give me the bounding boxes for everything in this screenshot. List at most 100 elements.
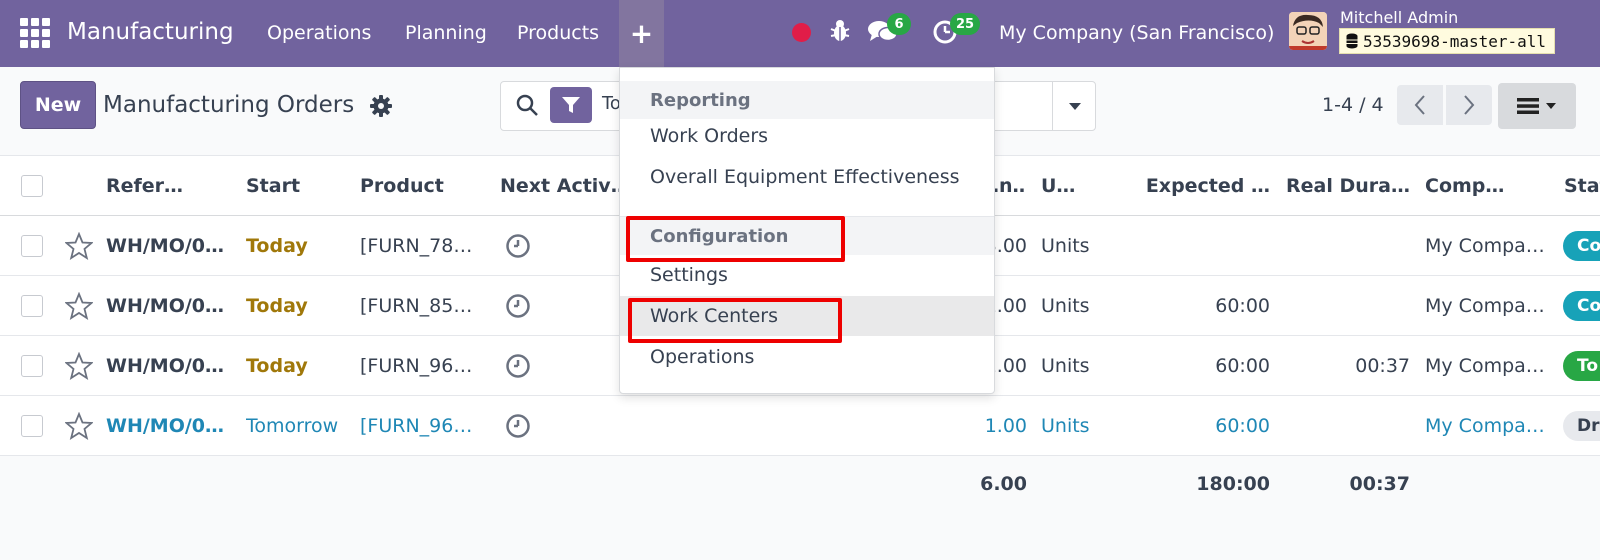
star-icon[interactable] bbox=[65, 351, 93, 380]
activity-clock-icon[interactable] bbox=[505, 413, 531, 439]
table-totals-row: 6.00 180:00 00:37 bbox=[0, 456, 1600, 512]
cell-reference: WH/MO/0… bbox=[106, 234, 225, 257]
total-quantity: 6.00 bbox=[980, 473, 1027, 495]
cell-real-duration bbox=[1275, 396, 1410, 455]
row-checkbox[interactable] bbox=[21, 234, 43, 257]
cell-company: My Compa… bbox=[1425, 294, 1545, 317]
status-badge: Co bbox=[1563, 230, 1600, 261]
header-company[interactable]: Comp… bbox=[1425, 174, 1505, 197]
cell-company: My Compa… bbox=[1425, 414, 1545, 437]
database-name: 53539698-master-all bbox=[1363, 31, 1547, 51]
star-icon[interactable] bbox=[65, 291, 93, 320]
company-switcher[interactable]: My Company (San Francisco) bbox=[999, 22, 1275, 44]
top-navbar: Manufacturing Operations Planning Produc… bbox=[0, 0, 1600, 67]
cell-start: Today bbox=[246, 354, 308, 377]
star-icon[interactable] bbox=[65, 231, 93, 260]
search-options-toggle[interactable] bbox=[1052, 81, 1096, 131]
database-badge: 53539698-master-all bbox=[1339, 28, 1556, 54]
cell-start: Tomorrow bbox=[246, 414, 339, 437]
highlight-configuration bbox=[626, 216, 845, 262]
chevron-right-icon bbox=[1464, 95, 1475, 115]
header-uom[interactable]: U… bbox=[1041, 174, 1076, 197]
cell-product: [FURN_96… bbox=[360, 414, 473, 437]
table-row[interactable]: WH/MO/0… Tomorrow [FURN_96… 1.00 Units 6… bbox=[0, 396, 1600, 456]
cell-expected-duration: 60:00 bbox=[1215, 354, 1270, 377]
facet-label: To bbox=[602, 93, 621, 114]
cell-uom: Units bbox=[1041, 354, 1090, 377]
select-all-checkbox[interactable] bbox=[21, 174, 43, 197]
menu-item-oee[interactable]: Overall Equipment Effectiveness bbox=[650, 166, 960, 188]
cell-company: My Compa… bbox=[1425, 354, 1545, 377]
cell-reference: WH/MO/0… bbox=[106, 414, 225, 437]
view-switcher-button[interactable] bbox=[1498, 83, 1576, 129]
cell-product: [FURN_78… bbox=[360, 234, 473, 257]
menu-item-work-orders[interactable]: Work Orders bbox=[650, 125, 769, 147]
menu-products[interactable]: Products bbox=[517, 22, 600, 44]
status-badge: To bbox=[1563, 350, 1600, 381]
filter-facet[interactable] bbox=[550, 87, 592, 123]
header-product[interactable]: Product bbox=[360, 174, 444, 197]
cell-quantity: 1.00 bbox=[984, 294, 1027, 317]
new-button[interactable]: New bbox=[20, 81, 96, 129]
cell-real-duration bbox=[1275, 276, 1410, 335]
app-title[interactable]: Manufacturing bbox=[67, 19, 234, 45]
star-icon[interactable] bbox=[65, 411, 93, 440]
pager-next-button[interactable] bbox=[1446, 85, 1492, 125]
user-avatar[interactable] bbox=[1289, 12, 1327, 50]
cell-quantity: 3.00 bbox=[984, 234, 1027, 257]
cell-product: [FURN_96… bbox=[360, 354, 473, 377]
highlight-work-centers bbox=[628, 298, 842, 343]
cell-start: Today bbox=[246, 234, 308, 257]
total-real-duration: 00:37 bbox=[1349, 473, 1410, 495]
avatar-face-icon bbox=[1289, 12, 1327, 50]
gear-icon[interactable] bbox=[370, 95, 392, 117]
caret-down-icon bbox=[1068, 102, 1081, 110]
header-status[interactable]: Statu bbox=[1564, 174, 1600, 197]
bug-icon[interactable] bbox=[828, 18, 852, 44]
row-checkbox[interactable] bbox=[21, 354, 43, 377]
pager-previous-button[interactable] bbox=[1397, 85, 1443, 125]
cell-uom: Units bbox=[1041, 414, 1090, 437]
activity-clock-icon[interactable] bbox=[505, 353, 531, 379]
cell-expected-duration bbox=[1135, 216, 1270, 275]
cell-start: Today bbox=[246, 294, 308, 317]
activity-clock-icon[interactable] bbox=[505, 233, 531, 259]
menu-item-settings[interactable]: Settings bbox=[650, 264, 728, 286]
total-expected-duration: 180:00 bbox=[1196, 473, 1270, 495]
cell-uom: Units bbox=[1041, 294, 1090, 317]
activity-clock-icon[interactable] bbox=[505, 293, 531, 319]
header-next-activity[interactable]: Next Activ… bbox=[500, 174, 620, 197]
cell-expected-duration: 60:00 bbox=[1215, 294, 1270, 317]
header-start[interactable]: Start bbox=[246, 174, 301, 197]
header-expected-duration[interactable]: Expected … bbox=[1145, 174, 1270, 197]
filter-icon bbox=[562, 97, 580, 113]
header-real-duration[interactable]: Real Dura… bbox=[1286, 174, 1410, 197]
menu-planning[interactable]: Planning bbox=[405, 22, 487, 44]
section-header-reporting: Reporting bbox=[620, 81, 994, 119]
cell-real-duration bbox=[1275, 216, 1410, 275]
chevron-left-icon bbox=[1414, 95, 1425, 115]
page-title: Manufacturing Orders bbox=[103, 92, 355, 118]
menu-more-button[interactable]: + bbox=[619, 0, 664, 67]
caret-down-icon bbox=[1546, 103, 1556, 109]
cell-real-duration: 00:37 bbox=[1355, 354, 1410, 377]
pager-value[interactable]: 1-4 / 4 bbox=[1322, 94, 1384, 116]
cell-product: [FURN_85… bbox=[360, 294, 473, 317]
cell-reference: WH/MO/0… bbox=[106, 354, 225, 377]
header-reference[interactable]: Refer… bbox=[106, 174, 184, 197]
cell-expected-duration: 60:00 bbox=[1215, 414, 1270, 437]
record-icon[interactable] bbox=[792, 23, 811, 42]
menu-operations[interactable]: Operations bbox=[267, 22, 372, 44]
user-name[interactable]: Mitchell Admin bbox=[1340, 8, 1459, 27]
section-header-configuration: Configuration bbox=[620, 217, 994, 255]
menu-item-work-centers[interactable]: Work Centers bbox=[620, 296, 994, 336]
row-checkbox[interactable] bbox=[21, 414, 43, 437]
activity-count-badge: 25 bbox=[950, 13, 981, 35]
cell-uom: Units bbox=[1041, 234, 1090, 257]
apps-menu-icon[interactable] bbox=[20, 18, 50, 48]
row-checkbox[interactable] bbox=[21, 294, 43, 317]
list-view-icon bbox=[1517, 98, 1539, 114]
menu-item-operations[interactable]: Operations bbox=[650, 346, 755, 368]
cell-quantity: 1.00 bbox=[984, 354, 1027, 377]
database-icon bbox=[1346, 33, 1358, 49]
